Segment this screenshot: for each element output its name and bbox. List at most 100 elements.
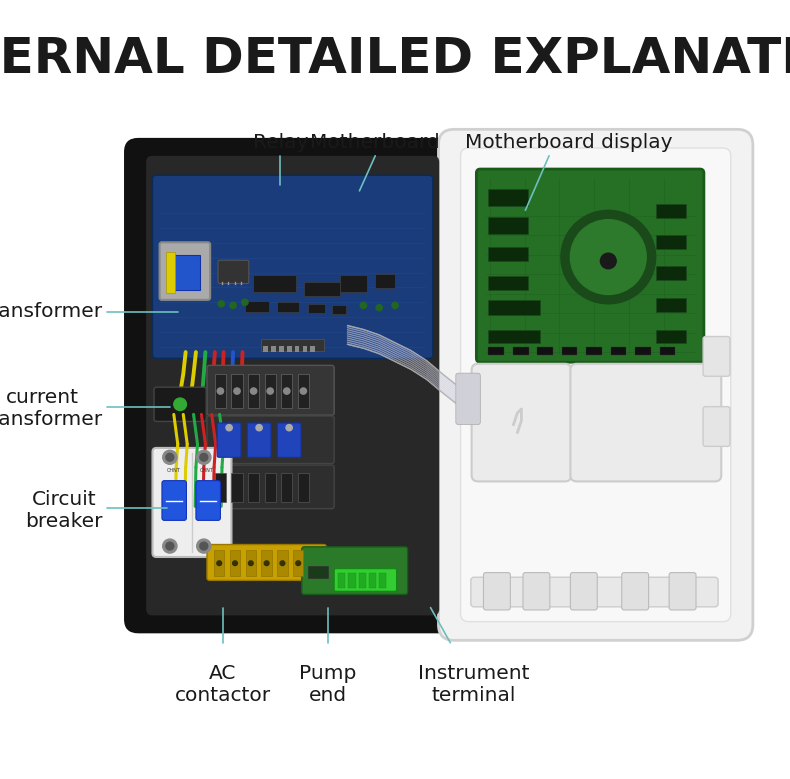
Bar	[310, 346, 315, 352]
FancyBboxPatch shape	[456, 373, 480, 425]
Bar	[231, 473, 243, 502]
Bar	[488, 189, 528, 206]
Bar	[295, 346, 299, 352]
Bar	[562, 347, 577, 355]
Bar	[215, 374, 226, 408]
Circle shape	[197, 450, 211, 464]
Circle shape	[226, 425, 232, 431]
FancyBboxPatch shape	[160, 242, 210, 300]
FancyBboxPatch shape	[471, 577, 718, 607]
Circle shape	[200, 453, 208, 461]
Bar	[308, 304, 325, 313]
Bar	[215, 473, 226, 502]
Bar	[303, 346, 307, 352]
FancyBboxPatch shape	[570, 364, 721, 481]
FancyBboxPatch shape	[152, 175, 433, 358]
Circle shape	[280, 561, 285, 566]
Bar	[214, 550, 224, 576]
Circle shape	[166, 542, 174, 550]
Circle shape	[300, 388, 307, 394]
Bar	[271, 346, 276, 352]
Bar	[656, 330, 686, 343]
Bar	[656, 204, 686, 218]
Circle shape	[600, 253, 616, 269]
Bar	[488, 300, 540, 315]
Bar	[265, 473, 276, 502]
Bar	[348, 573, 356, 588]
Circle shape	[286, 425, 292, 431]
Bar	[265, 374, 276, 408]
Circle shape	[242, 299, 248, 305]
FancyBboxPatch shape	[207, 545, 326, 580]
Circle shape	[197, 539, 211, 553]
Circle shape	[163, 539, 177, 553]
Bar	[230, 550, 240, 576]
Bar	[308, 566, 328, 578]
Circle shape	[392, 302, 398, 308]
Bar	[248, 473, 259, 502]
FancyBboxPatch shape	[277, 423, 301, 457]
FancyBboxPatch shape	[207, 465, 334, 509]
Bar	[261, 550, 272, 576]
Bar	[611, 347, 626, 355]
Text: Relay: Relay	[253, 133, 308, 152]
FancyBboxPatch shape	[461, 148, 731, 622]
Bar	[332, 305, 346, 314]
Bar	[488, 330, 540, 343]
Bar	[253, 275, 296, 292]
Text: Motherboard display: Motherboard display	[465, 133, 672, 152]
Bar	[298, 374, 309, 408]
Bar	[656, 235, 686, 249]
Bar	[537, 347, 553, 355]
FancyBboxPatch shape	[703, 337, 730, 376]
FancyBboxPatch shape	[207, 365, 334, 415]
Bar	[379, 573, 386, 588]
Bar	[246, 550, 256, 576]
FancyBboxPatch shape	[146, 156, 439, 615]
FancyBboxPatch shape	[152, 448, 231, 557]
Text: transformer: transformer	[0, 302, 103, 321]
Text: Circuit
breaker: Circuit breaker	[25, 490, 103, 530]
Circle shape	[570, 220, 646, 294]
FancyBboxPatch shape	[570, 573, 597, 610]
FancyBboxPatch shape	[217, 423, 241, 457]
Circle shape	[256, 425, 262, 431]
FancyBboxPatch shape	[523, 573, 550, 610]
Bar	[488, 247, 528, 261]
Text: AC
contactor: AC contactor	[175, 664, 271, 705]
Bar	[488, 276, 528, 290]
Bar	[656, 298, 686, 312]
FancyBboxPatch shape	[334, 569, 397, 591]
Bar	[586, 347, 602, 355]
FancyBboxPatch shape	[218, 260, 249, 284]
Bar	[293, 550, 303, 576]
FancyBboxPatch shape	[124, 138, 461, 633]
Bar	[635, 347, 651, 355]
Bar	[375, 274, 395, 288]
Circle shape	[376, 305, 382, 311]
Bar	[359, 573, 366, 588]
Bar	[276, 302, 299, 312]
FancyBboxPatch shape	[622, 573, 649, 610]
FancyBboxPatch shape	[154, 387, 206, 421]
Circle shape	[218, 301, 224, 307]
FancyBboxPatch shape	[703, 407, 730, 446]
FancyBboxPatch shape	[438, 129, 753, 640]
Bar	[170, 255, 200, 290]
Circle shape	[200, 542, 208, 550]
Circle shape	[250, 388, 257, 394]
Text: Motherboard: Motherboard	[310, 133, 440, 152]
Bar	[279, 346, 284, 352]
Bar	[660, 347, 675, 355]
Bar	[261, 339, 324, 351]
Bar	[263, 346, 268, 352]
Circle shape	[217, 388, 224, 394]
Bar	[338, 573, 345, 588]
Bar	[298, 473, 309, 502]
FancyBboxPatch shape	[669, 573, 696, 610]
FancyBboxPatch shape	[302, 547, 408, 594]
Circle shape	[234, 388, 240, 394]
Circle shape	[561, 210, 656, 304]
Text: CHNT: CHNT	[199, 468, 213, 473]
Bar	[369, 573, 376, 588]
